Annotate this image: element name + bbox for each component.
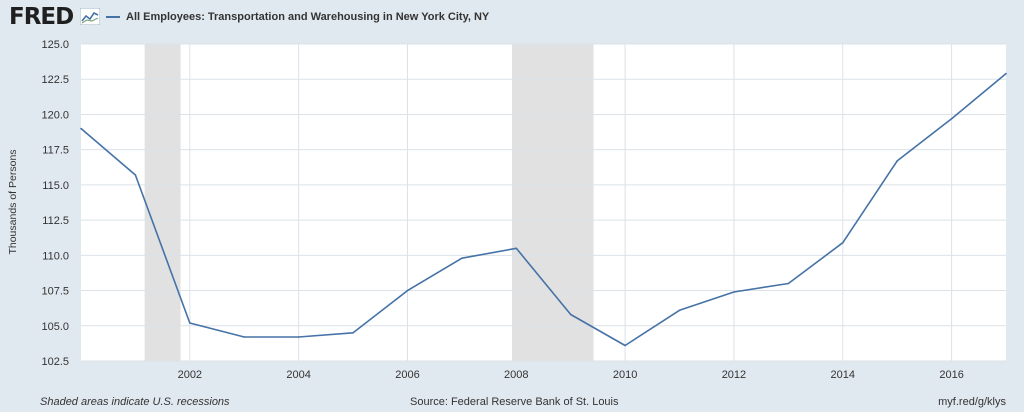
y-tick-label: 105.0 [41, 321, 69, 333]
x-tick-label: 2006 [395, 369, 419, 381]
x-tick-label: 2014 [831, 369, 855, 381]
x-tick-label: 2012 [722, 369, 746, 381]
recession-band [144, 44, 181, 361]
x-tick-label: 2002 [178, 369, 202, 381]
short-link[interactable]: myf.red/g/klys [938, 396, 1006, 408]
data-point [189, 322, 191, 324]
recession-note: Shaded areas indicate U.S. recessions [40, 396, 230, 408]
series-line [80, 72, 1007, 347]
chart-header: FRED All Employees: Transportation and W… [0, 0, 1024, 34]
data-point [733, 291, 735, 293]
y-tick-label: 120.0 [41, 109, 69, 121]
data-point [1005, 72, 1007, 75]
data-point [80, 127, 82, 130]
source-note: Source: Federal Reserve Bank of St. Loui… [410, 396, 619, 408]
y-tick-label: 110.0 [42, 250, 69, 262]
legend-swatch [106, 16, 120, 18]
data-point [841, 241, 844, 244]
data-point [352, 332, 354, 334]
y-tick-label: 115.0 [42, 180, 69, 192]
data-point [787, 282, 790, 285]
x-tick-label: 2016 [939, 369, 963, 381]
data-point [678, 309, 681, 312]
data-point [461, 257, 463, 259]
x-tick-label: 2004 [286, 369, 310, 381]
legend-label: All Employees: Transportation and Wareho… [126, 11, 490, 23]
data-point [896, 160, 898, 162]
y-tick-label: 122.5 [41, 74, 69, 86]
data-point [624, 344, 626, 347]
data-point [297, 336, 300, 338]
data-point [243, 336, 246, 338]
y-tick-label: 112.5 [42, 215, 69, 227]
y-tick-label: 125.0 [41, 39, 69, 51]
x-tick-label: 2008 [504, 369, 528, 381]
y-tick-label: 117.5 [42, 145, 69, 157]
legend: All Employees: Transportation and Wareho… [106, 9, 489, 25]
data-point [134, 174, 137, 176]
fred-logo[interactable]: FRED [9, 4, 74, 30]
data-point [569, 313, 572, 316]
y-tick-label: 107.5 [41, 286, 69, 298]
y-tick-label: 102.5 [41, 356, 69, 368]
data-point [950, 117, 953, 120]
x-tick-label: 2010 [613, 369, 637, 381]
data-point [406, 289, 409, 292]
recession-band [511, 44, 594, 361]
data-point [515, 247, 518, 250]
fred-graph-icon [80, 8, 100, 25]
